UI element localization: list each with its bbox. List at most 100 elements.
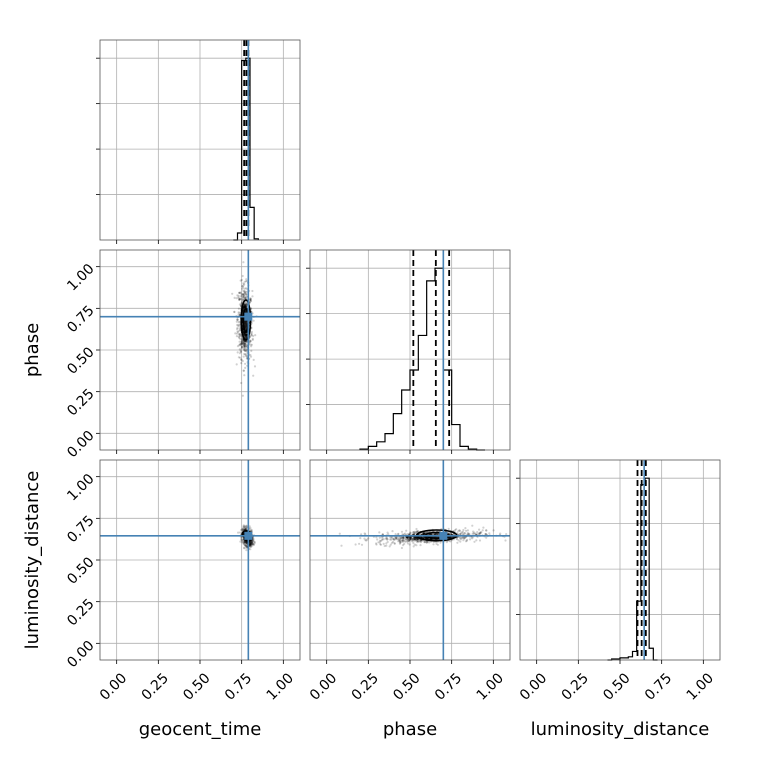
x-tick-label: 0.00 xyxy=(97,670,130,703)
sample-point xyxy=(241,287,244,290)
sample-point xyxy=(244,324,247,327)
sample-point xyxy=(470,536,473,539)
sample-point xyxy=(412,531,415,534)
sample-point xyxy=(240,342,243,345)
sample-point xyxy=(392,537,396,541)
sample-point xyxy=(243,291,246,294)
sample-point xyxy=(252,358,255,361)
sample-point xyxy=(398,538,401,541)
sample-point xyxy=(413,539,417,542)
sample-point xyxy=(243,345,246,348)
sample-point xyxy=(242,348,246,351)
sample-point xyxy=(242,341,246,344)
sample-point xyxy=(391,537,394,540)
sample-point xyxy=(241,343,244,346)
sample-point xyxy=(238,329,241,332)
x-axis-label-geocent_time: geocent_time xyxy=(139,719,262,740)
sample-point xyxy=(474,532,477,535)
sample-point xyxy=(241,293,244,296)
sample-point xyxy=(243,345,246,348)
sample-point xyxy=(479,532,482,535)
y-tick-label: 1.00 xyxy=(64,261,97,294)
sample-point xyxy=(249,298,252,301)
sample-point xyxy=(243,525,246,528)
sample-point xyxy=(386,531,389,534)
sample-point xyxy=(400,546,403,550)
sample-point xyxy=(454,528,457,532)
x-tick-label: 0.25 xyxy=(139,670,172,703)
sample-point xyxy=(236,326,239,330)
sample-point xyxy=(240,347,243,350)
sample-point xyxy=(252,539,255,543)
sample-point xyxy=(243,342,246,345)
sample-point xyxy=(471,524,474,527)
sample-point xyxy=(242,286,245,289)
sample-point xyxy=(412,541,415,545)
sample-point xyxy=(250,330,253,334)
sample-point xyxy=(472,532,475,535)
sample-point xyxy=(245,350,248,353)
sample-point xyxy=(385,544,388,547)
sample-point xyxy=(241,529,244,532)
sample-point xyxy=(250,541,253,544)
sample-point xyxy=(244,343,247,346)
sample-point xyxy=(249,343,252,346)
sample-point xyxy=(393,536,396,539)
x-tick-label: 0.75 xyxy=(222,670,255,703)
sample-point xyxy=(233,296,236,299)
sample-point xyxy=(250,529,253,532)
sample-point xyxy=(425,541,428,544)
sample-point xyxy=(412,545,415,548)
sample-point xyxy=(397,533,400,536)
sample-point xyxy=(459,532,462,535)
sample-point xyxy=(478,532,481,535)
sample-point xyxy=(244,541,247,544)
sample-point xyxy=(447,527,450,531)
sample-point xyxy=(403,542,406,546)
sample-point xyxy=(399,537,402,540)
sample-point xyxy=(417,530,420,533)
sample-point xyxy=(242,343,245,347)
sample-point xyxy=(402,536,405,539)
panel-phase-hist xyxy=(306,249,511,454)
sample-point xyxy=(248,543,251,546)
truth-point xyxy=(244,312,253,321)
sample-point xyxy=(244,296,247,299)
sample-point xyxy=(245,341,248,344)
sample-point xyxy=(244,287,248,290)
sample-point xyxy=(237,320,240,324)
sample-point xyxy=(237,294,240,297)
sample-point xyxy=(383,544,386,548)
sample-point xyxy=(473,531,476,534)
sample-point xyxy=(478,528,481,531)
sample-point xyxy=(412,538,416,541)
sample-point xyxy=(243,541,246,544)
sample-point xyxy=(469,538,472,541)
sample-point xyxy=(499,532,502,535)
sample-point xyxy=(358,542,361,545)
sample-point xyxy=(375,542,378,545)
sample-point xyxy=(240,340,243,343)
sample-point xyxy=(241,540,244,543)
y-tick-label: 0.25 xyxy=(64,386,97,419)
sample-point xyxy=(422,532,425,535)
sample-point xyxy=(237,325,241,328)
sample-point xyxy=(239,291,242,294)
sample-point xyxy=(244,333,248,337)
sample-point xyxy=(235,335,238,338)
sample-point xyxy=(245,542,248,545)
sample-point xyxy=(386,538,389,541)
sample-point xyxy=(464,527,467,530)
sample-point xyxy=(241,298,244,301)
sample-point xyxy=(406,540,409,543)
sample-point xyxy=(402,544,405,547)
sample-point xyxy=(241,342,244,345)
sample-point xyxy=(251,541,254,544)
sample-point xyxy=(250,542,253,545)
sample-point xyxy=(251,338,254,341)
sample-point xyxy=(245,293,248,296)
sample-point xyxy=(239,356,242,359)
sample-point xyxy=(238,337,241,340)
sample-point xyxy=(249,529,253,532)
